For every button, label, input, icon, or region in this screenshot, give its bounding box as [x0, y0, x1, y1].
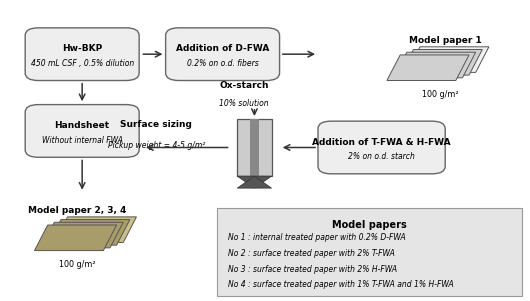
Text: Addition of T-FWA & H-FWA: Addition of T-FWA & H-FWA: [312, 138, 451, 147]
Text: Pickup weight = 4-5 g/m²: Pickup weight = 4-5 g/m²: [108, 141, 205, 150]
Polygon shape: [237, 176, 271, 188]
Text: 450 mL CSF , 0.5% dilution: 450 mL CSF , 0.5% dilution: [31, 59, 134, 68]
Polygon shape: [393, 52, 476, 78]
Text: 100 g/m²: 100 g/m²: [58, 260, 95, 269]
Polygon shape: [41, 222, 123, 248]
FancyBboxPatch shape: [25, 105, 139, 157]
Text: Handsheet: Handsheet: [55, 121, 110, 130]
Polygon shape: [55, 217, 137, 243]
Text: No 3 : surface treated paper with 2% H-FWA: No 3 : surface treated paper with 2% H-F…: [228, 265, 397, 274]
Polygon shape: [387, 55, 469, 80]
Text: Surface sizing: Surface sizing: [120, 120, 192, 129]
Text: Ox-starch: Ox-starch: [219, 81, 269, 90]
Polygon shape: [400, 49, 482, 75]
Polygon shape: [407, 47, 489, 72]
Polygon shape: [237, 176, 271, 188]
Text: 10% solution: 10% solution: [219, 99, 269, 108]
Text: Addition of D-FWA: Addition of D-FWA: [176, 45, 269, 53]
Text: Model paper 1: Model paper 1: [409, 36, 482, 45]
Text: 100 g/m²: 100 g/m²: [421, 90, 458, 99]
FancyBboxPatch shape: [25, 28, 139, 81]
FancyBboxPatch shape: [318, 121, 445, 174]
Text: 0.2% on o.d. fibers: 0.2% on o.d. fibers: [187, 59, 259, 68]
FancyBboxPatch shape: [237, 119, 271, 176]
FancyBboxPatch shape: [217, 208, 522, 296]
Polygon shape: [34, 225, 117, 250]
Text: 2% on o.d. starch: 2% on o.d. starch: [348, 153, 415, 161]
Text: Model papers: Model papers: [332, 220, 407, 230]
Text: Model paper 2, 3, 4: Model paper 2, 3, 4: [28, 206, 126, 215]
Text: Without internal FWA: Without internal FWA: [42, 136, 122, 145]
FancyBboxPatch shape: [165, 28, 280, 81]
Polygon shape: [48, 220, 130, 245]
Text: Hw-BKP: Hw-BKP: [62, 45, 102, 53]
Text: No 2 : surface treated paper with 2% T-FWA: No 2 : surface treated paper with 2% T-F…: [228, 249, 395, 258]
FancyBboxPatch shape: [250, 119, 259, 176]
Text: No 1 : internal treated paper with 0.2% D-FWA: No 1 : internal treated paper with 0.2% …: [228, 233, 405, 242]
Text: No 4 : surface treated paper with 1% T-FWA and 1% H-FWA: No 4 : surface treated paper with 1% T-F…: [228, 280, 454, 289]
